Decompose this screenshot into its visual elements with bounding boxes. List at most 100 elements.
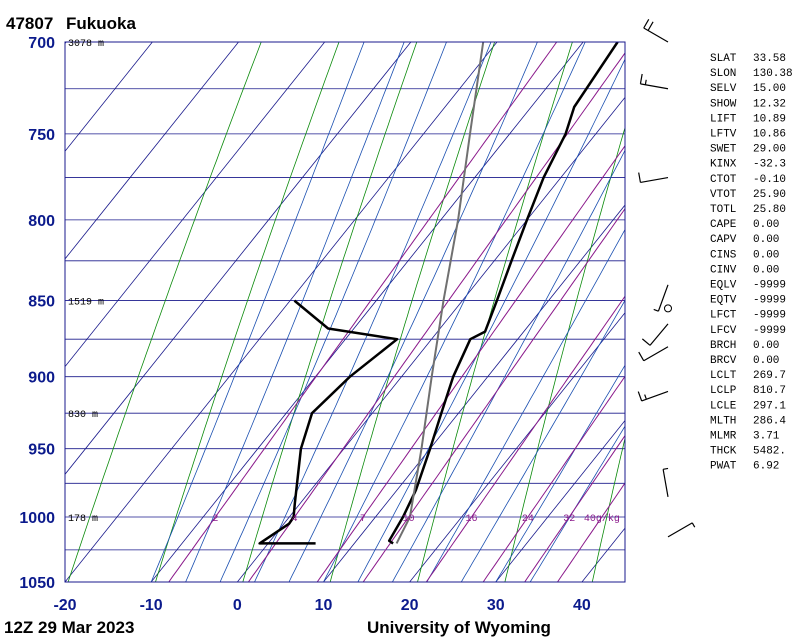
wind-barb-flag bbox=[691, 522, 696, 528]
wind-barb-flag bbox=[644, 79, 647, 85]
wind-barbs bbox=[637, 19, 696, 538]
pressure-tick-label: 1050 bbox=[19, 575, 55, 592]
moist-adiabat bbox=[323, 42, 586, 582]
dry-adiabat bbox=[329, 42, 495, 582]
dry-adiabat bbox=[155, 42, 340, 582]
index-value-cinv: 0.00 bbox=[753, 264, 779, 276]
index-key-ctot: CTOT bbox=[710, 174, 737, 186]
station-id: 47807 bbox=[6, 14, 53, 33]
index-key-slon: SLON bbox=[710, 68, 736, 80]
parcel-profile-line bbox=[395, 42, 485, 544]
wind-barb-staff bbox=[643, 346, 669, 362]
isotherm-line bbox=[65, 42, 67, 45]
index-value-ctot: -0.10 bbox=[753, 174, 786, 186]
temperature-tick-label: -20 bbox=[53, 597, 76, 614]
grid-layer bbox=[65, 42, 625, 582]
index-key-capv: CAPV bbox=[710, 234, 737, 246]
dry-adiabat bbox=[67, 42, 262, 582]
isotherm-line bbox=[150, 42, 584, 582]
pressure-tick-label: 850 bbox=[28, 294, 55, 311]
pressure-tick-label: 1000 bbox=[19, 510, 55, 527]
index-value-mlmr: 3.71 bbox=[753, 431, 780, 443]
wind-barb-staff bbox=[667, 522, 693, 538]
moist-adiabat bbox=[392, 149, 625, 582]
wind-barb-staff bbox=[640, 176, 669, 184]
index-key-selv: SELV bbox=[710, 83, 737, 95]
mixing-ratio-line bbox=[524, 434, 625, 582]
index-value-brch: 0.00 bbox=[753, 340, 779, 352]
mixing-ratio-line bbox=[316, 144, 625, 582]
index-value-pwat: 6.92 bbox=[753, 461, 779, 473]
mixing-ratio-label: 2 bbox=[212, 514, 218, 525]
index-value-slat: 33.58 bbox=[753, 53, 786, 65]
wind-barb-flag bbox=[639, 73, 643, 84]
station-name: Fukuoka bbox=[66, 14, 136, 33]
index-key-lfcv: LFCV bbox=[710, 325, 737, 337]
profile-layer bbox=[258, 42, 619, 545]
isotherm-line bbox=[65, 42, 239, 260]
index-key-pwat: PWAT bbox=[710, 461, 737, 473]
index-value-thck: 5482. bbox=[753, 446, 786, 458]
wind-barb-flag bbox=[638, 172, 642, 183]
observation-time: 12Z 29 Mar 2023 bbox=[4, 618, 134, 637]
index-value-vtot: 25.90 bbox=[753, 189, 786, 201]
temperature-tick-label: 0 bbox=[233, 597, 242, 614]
wind-barb-flag bbox=[653, 308, 659, 312]
index-value-lcle: 297.1 bbox=[753, 400, 786, 412]
index-value-lift: 10.89 bbox=[753, 113, 786, 125]
moist-adiabat bbox=[254, 42, 492, 582]
moist-adiabat bbox=[426, 228, 625, 582]
index-key-slat: SLAT bbox=[710, 53, 737, 65]
wind-barb-flag bbox=[641, 338, 651, 346]
temperature-tick-label: 40 bbox=[573, 597, 591, 614]
mixing-ratio-label: 7 bbox=[360, 514, 366, 525]
index-key-thck: THCK bbox=[710, 446, 737, 458]
index-value-kinx: -32.3 bbox=[753, 159, 786, 171]
mixing-ratio-line bbox=[168, 42, 558, 582]
isotherm-line bbox=[65, 42, 153, 152]
index-key-mlmr: MLMR bbox=[710, 431, 737, 443]
index-key-cinv: CINV bbox=[710, 264, 737, 276]
index-key-brcv: BRCV bbox=[710, 355, 737, 367]
height-label: 3078 m bbox=[68, 39, 104, 50]
index-value-cins: 0.00 bbox=[753, 249, 779, 261]
temperature-tick-label: 10 bbox=[315, 597, 333, 614]
moist-adiabat bbox=[460, 299, 625, 582]
index-key-lftv: LFTV bbox=[710, 129, 737, 141]
index-key-swet: SWET bbox=[710, 144, 737, 156]
moist-adiabat bbox=[357, 58, 625, 582]
mixing-ratio-label: 16 bbox=[465, 514, 477, 525]
index-key-lclt: LCLT bbox=[710, 370, 737, 382]
wind-barb-staff bbox=[643, 27, 669, 43]
index-value-brcv: 0.00 bbox=[753, 355, 779, 367]
wind-barb-flag bbox=[637, 391, 643, 402]
stability-indices: SLAT 33.58 SLON 130.38 SELV 15.00 SHOW 12.32 LIF… bbox=[710, 53, 793, 473]
index-value-eqlv: -9999 bbox=[753, 280, 786, 292]
pressure-tick-label: 900 bbox=[28, 370, 55, 387]
index-key-eqtv: EQTV bbox=[710, 295, 737, 307]
dry-adiabat bbox=[242, 42, 418, 582]
temperature-tick-label: 20 bbox=[401, 597, 419, 614]
height-label: 1519 m bbox=[68, 298, 104, 309]
index-key-cins: CINS bbox=[710, 249, 737, 261]
temperature-profile-line bbox=[387, 42, 619, 545]
mixing-ratio-line bbox=[362, 207, 625, 582]
index-value-lclp: 810.7 bbox=[753, 385, 786, 397]
mixing-ratio-line bbox=[482, 375, 625, 582]
index-value-lfcv: -9999 bbox=[753, 325, 786, 337]
mixing-ratio-line bbox=[425, 295, 625, 582]
index-value-totl: 25.80 bbox=[753, 204, 786, 216]
index-value-mlth: 286.4 bbox=[753, 415, 786, 427]
index-key-cape: CAPE bbox=[710, 219, 737, 231]
index-value-cape: 0.00 bbox=[753, 219, 779, 231]
mixing-ratio-line bbox=[247, 52, 625, 582]
index-value-swet: 29.00 bbox=[753, 144, 786, 156]
index-key-brch: BRCH bbox=[710, 340, 736, 352]
mixing-ratio-label: 4 bbox=[292, 514, 298, 525]
isotherm-line bbox=[65, 42, 498, 582]
index-value-selv: 15.00 bbox=[753, 83, 786, 95]
wind-barb-staff bbox=[649, 323, 669, 346]
wind-barb-staff bbox=[657, 284, 669, 312]
moist-adiabat bbox=[185, 42, 405, 582]
